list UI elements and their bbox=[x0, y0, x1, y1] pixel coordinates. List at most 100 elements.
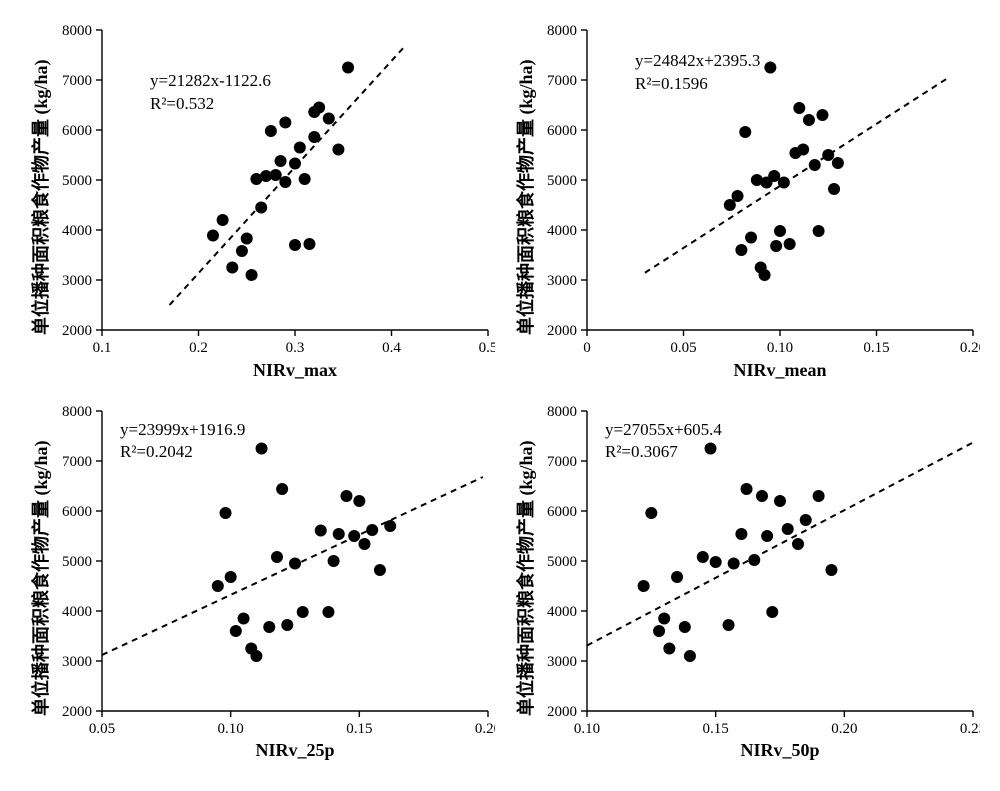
data-point bbox=[645, 507, 657, 519]
svg-text:4000: 4000 bbox=[62, 604, 92, 620]
data-point bbox=[822, 149, 834, 161]
data-point bbox=[813, 490, 825, 502]
data-point bbox=[348, 530, 360, 542]
svg-text:8000: 8000 bbox=[62, 404, 92, 420]
svg-text:3000: 3000 bbox=[547, 654, 577, 670]
data-point bbox=[723, 619, 735, 631]
svg-text:4000: 4000 bbox=[547, 604, 577, 620]
data-point bbox=[212, 580, 224, 592]
svg-text:8000: 8000 bbox=[62, 23, 92, 39]
data-point bbox=[230, 625, 242, 637]
data-point bbox=[792, 538, 804, 550]
data-point bbox=[299, 173, 311, 185]
data-point bbox=[658, 612, 670, 624]
data-point bbox=[766, 606, 778, 618]
data-point bbox=[374, 564, 386, 576]
data-point bbox=[250, 650, 262, 662]
data-point bbox=[638, 580, 650, 592]
data-point bbox=[384, 520, 396, 532]
y-axis-label: 单位播种面积粮食作物产量 (kg/ha) bbox=[512, 75, 538, 335]
data-point bbox=[803, 114, 815, 126]
svg-text:5000: 5000 bbox=[547, 554, 577, 570]
svg-text:0.10: 0.10 bbox=[767, 340, 793, 356]
data-point bbox=[281, 619, 293, 631]
svg-text:7000: 7000 bbox=[547, 454, 577, 470]
data-point bbox=[797, 144, 809, 156]
svg-text:4000: 4000 bbox=[547, 223, 577, 239]
data-point bbox=[679, 621, 691, 633]
svg-text:3000: 3000 bbox=[62, 654, 92, 670]
data-point bbox=[782, 523, 794, 535]
svg-text:8000: 8000 bbox=[547, 23, 577, 39]
data-point bbox=[225, 571, 237, 583]
data-point bbox=[289, 557, 301, 569]
y-axis-label: 单位播种面积粮食作物产量 (kg/ha) bbox=[27, 456, 53, 716]
data-point bbox=[276, 483, 288, 495]
data-point bbox=[241, 233, 253, 245]
data-point bbox=[333, 528, 345, 540]
data-point bbox=[778, 177, 790, 189]
svg-text:2000: 2000 bbox=[62, 323, 92, 339]
equation-text: y=21282x-1122.6R²=0.532 bbox=[150, 70, 271, 116]
data-point bbox=[748, 554, 760, 566]
data-point bbox=[220, 507, 232, 519]
data-point bbox=[832, 157, 844, 169]
data-point bbox=[728, 557, 740, 569]
svg-text:0.15: 0.15 bbox=[863, 340, 889, 356]
data-point bbox=[289, 239, 301, 251]
svg-text:3000: 3000 bbox=[62, 273, 92, 289]
data-point bbox=[238, 612, 250, 624]
x-axis-label: NIRv_25p bbox=[255, 740, 334, 761]
panel-nirv-max: 0.10.20.30.40.52000300040005000600070008… bbox=[20, 20, 495, 391]
y-axis-label: 单位播种面积粮食作物产量 (kg/ha) bbox=[512, 456, 538, 716]
scatter-plot: 0.100.150.200.25200030004000500060007000… bbox=[505, 401, 980, 771]
data-point bbox=[732, 190, 744, 202]
svg-text:0.3: 0.3 bbox=[286, 340, 305, 356]
data-point bbox=[710, 556, 722, 568]
data-point bbox=[226, 262, 238, 274]
data-point bbox=[774, 495, 786, 507]
svg-text:0.1: 0.1 bbox=[93, 340, 112, 356]
data-point bbox=[265, 125, 277, 137]
equation-text: y=27055x+605.4R²=0.3067 bbox=[605, 419, 722, 465]
svg-text:2000: 2000 bbox=[62, 704, 92, 720]
data-point bbox=[279, 117, 291, 129]
panel-nirv-50p: 0.100.150.200.25200030004000500060007000… bbox=[505, 401, 980, 772]
data-point bbox=[745, 232, 757, 244]
data-point bbox=[271, 551, 283, 563]
svg-text:8000: 8000 bbox=[547, 404, 577, 420]
svg-text:0.10: 0.10 bbox=[574, 721, 600, 737]
svg-text:7000: 7000 bbox=[62, 73, 92, 89]
data-point bbox=[303, 238, 315, 250]
svg-text:5000: 5000 bbox=[62, 173, 92, 189]
data-point bbox=[340, 490, 352, 502]
data-point bbox=[322, 606, 334, 618]
svg-text:0.20: 0.20 bbox=[960, 340, 980, 356]
data-point bbox=[761, 530, 773, 542]
data-point bbox=[739, 126, 751, 138]
svg-text:5000: 5000 bbox=[547, 173, 577, 189]
regression-line bbox=[587, 442, 973, 645]
equation-text: y=24842x+2395.3R²=0.1596 bbox=[635, 50, 760, 96]
svg-text:0.05: 0.05 bbox=[670, 340, 696, 356]
data-point bbox=[263, 621, 275, 633]
data-point bbox=[353, 495, 365, 507]
data-point bbox=[342, 62, 354, 74]
data-point bbox=[813, 225, 825, 237]
svg-text:0.4: 0.4 bbox=[382, 340, 401, 356]
data-point bbox=[697, 551, 709, 563]
data-point bbox=[328, 555, 340, 567]
svg-text:7000: 7000 bbox=[547, 73, 577, 89]
data-point bbox=[256, 442, 268, 454]
data-point bbox=[741, 483, 753, 495]
x-axis-label: NIRv_max bbox=[253, 360, 337, 381]
data-point bbox=[756, 490, 768, 502]
data-point bbox=[684, 650, 696, 662]
svg-text:0.15: 0.15 bbox=[703, 721, 729, 737]
data-point bbox=[774, 225, 786, 237]
svg-text:0.05: 0.05 bbox=[89, 721, 115, 737]
data-point bbox=[275, 155, 287, 167]
y-axis-label: 单位播种面积粮食作物产量 (kg/ha) bbox=[27, 75, 53, 335]
data-point bbox=[255, 202, 267, 214]
svg-text:3000: 3000 bbox=[547, 273, 577, 289]
